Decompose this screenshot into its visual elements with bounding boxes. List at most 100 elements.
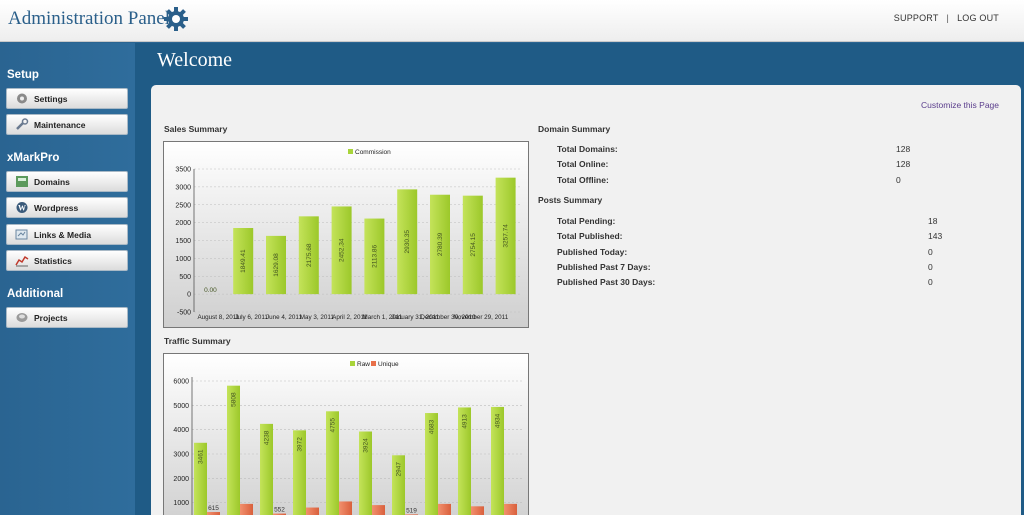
sidebar-item-domains[interactable]: Domains [6,171,128,192]
sales-bar [430,194,450,295]
sidebar-item-maintenance[interactable]: Maintenance [6,114,128,135]
traffic-raw-label: 2947 [396,462,403,477]
sales-value-label: 2113.86 [371,244,378,267]
traffic-raw-bar [227,385,240,515]
traffic-raw-bar [359,431,372,515]
chart-background [164,354,528,515]
traffic-raw-bar [260,423,273,515]
sales-value-label: 2452.34 [339,238,346,262]
projects-icon [16,313,28,322]
legend-swatch-commission [348,149,353,154]
x-tick-label: August 8, 2011 [197,314,239,321]
sales-bar [298,216,319,295]
top-header: Administration Panel SUPPORT | LOG OUT [0,0,1024,42]
legend-swatch-raw [350,361,355,366]
x-tick-label: November 29, 2011 [453,314,508,321]
traffic-unique-label: 519 [406,507,417,514]
sales-value-label: 2930.35 [404,230,411,254]
total-offline-value: 0 [896,175,901,185]
nav-separator: | [946,13,950,23]
sales-bar [233,228,254,295]
traffic-unique-bar [438,503,451,515]
published-today-label: Published Today: [557,247,628,257]
traffic-unique-label: 615 [208,505,219,512]
sales-summary-title: Sales Summary [164,124,228,134]
traffic-unique-bar [372,505,385,515]
content-panel: Customize this Page Sales Summary 3500 30… [151,85,1021,515]
svg-text:W: W [18,204,26,213]
y-tick-label: 4000 [173,427,189,434]
sidebar-item-label: Links & Media [34,230,92,240]
page-title: Welcome [157,49,233,71]
legend-label-raw: Raw [357,361,370,368]
statistics-icon [15,255,29,267]
wordpress-icon: W [16,202,28,213]
logout-link[interactable]: LOG OUT [957,13,999,23]
y-tick-label: 0 [187,292,191,299]
traffic-raw-bar [458,407,471,515]
x-tick-label: June 4, 2011 [266,314,302,321]
traffic-raw-label: 5808 [231,392,238,407]
traffic-chart-svg: 6000 5000 4000 3000 2000 1000 Raw Unique 3461 615… [164,354,528,515]
traffic-unique-bar [504,503,517,515]
total-online-value: 128 [896,159,911,169]
sales-bar [495,177,516,295]
legend-label-unique: Unique [378,361,399,368]
traffic-chart: 6000 5000 4000 3000 2000 1000 Raw Unique 3461 615… [163,353,529,515]
traffic-raw-bar [326,411,339,515]
domain-icon [16,176,28,187]
y-tick-label: 5000 [173,403,189,410]
traffic-raw-label: 4683 [429,419,436,434]
sidebar-item-projects[interactable]: Projects [6,307,128,328]
sidebar-item-wordpress[interactable]: W Wordpress [6,197,128,218]
total-published-value: 143 [928,231,943,241]
sales-chart: 3500 3000 2500 2000 1500 1000 500 0 -500 Commissi… [163,141,529,328]
traffic-raw-bar [425,413,438,515]
total-published-label: Total Published: [557,231,623,241]
x-tick-label: March 1, 2011 [363,314,403,321]
y-tick-label: 1000 [175,256,191,263]
sales-chart-svg: 3500 3000 2500 2000 1500 1000 500 0 -500 Commissi… [164,142,528,327]
main-area: Welcome Customize this Page Sales Summar… [135,43,1024,515]
y-tick-label: 2000 [173,476,189,483]
traffic-unique-label: 552 [274,507,285,514]
support-link[interactable]: SUPPORT [893,13,939,23]
traffic-unique-bar [207,512,220,515]
y-tick-label: 3500 [175,167,191,174]
x-tick-label: April 2, 2011 [332,314,367,321]
published-7-days-label: Published Past 7 Days: [557,262,651,272]
sales-value-label: 2754.15 [470,233,477,257]
y-tick-label: 6000 [173,379,189,386]
published-30-days-value: 0 [928,277,933,287]
y-tick-label: 1000 [173,500,189,507]
y-tick-label: 500 [179,274,191,281]
traffic-raw-label: 4755 [330,418,337,433]
traffic-raw-label: 4913 [462,414,469,429]
sidebar-item-statistics[interactable]: Statistics [6,250,128,271]
sidebar-item-label: Wordpress [34,203,79,213]
published-today-value: 0 [928,247,933,257]
y-tick-label: -500 [177,310,191,317]
legend-swatch-unique [371,361,376,366]
traffic-raw-bar [293,430,306,515]
traffic-unique-bar [471,506,484,515]
sales-bar [331,206,352,295]
sales-bar [364,218,385,295]
total-online-label: Total Online: [557,159,609,169]
posts-summary-title: Posts Summary [538,195,603,205]
customize-page-link[interactable]: Customize this Page [921,100,999,110]
sidebar: Setup Settings Maintenance xMarkPro Doma… [0,43,135,515]
published-30-days-label: Published Past 30 Days: [557,277,656,287]
traffic-unique-bar [240,503,253,515]
sidebar-heading-setup: Setup [7,69,39,81]
sales-bar [397,189,418,295]
x-tick-label: January 31, 2011 [391,314,440,321]
sidebar-item-label: Maintenance [34,120,86,130]
total-pending-label: Total Pending: [557,216,616,226]
sidebar-item-links-media[interactable]: Links & Media [6,224,128,245]
sales-value-label: 0.00 [204,287,217,294]
y-tick-label: 3000 [175,184,191,191]
total-pending-value: 18 [928,216,938,226]
sidebar-item-settings[interactable]: Settings [6,88,128,109]
sales-value-label: 2780.39 [437,232,444,256]
